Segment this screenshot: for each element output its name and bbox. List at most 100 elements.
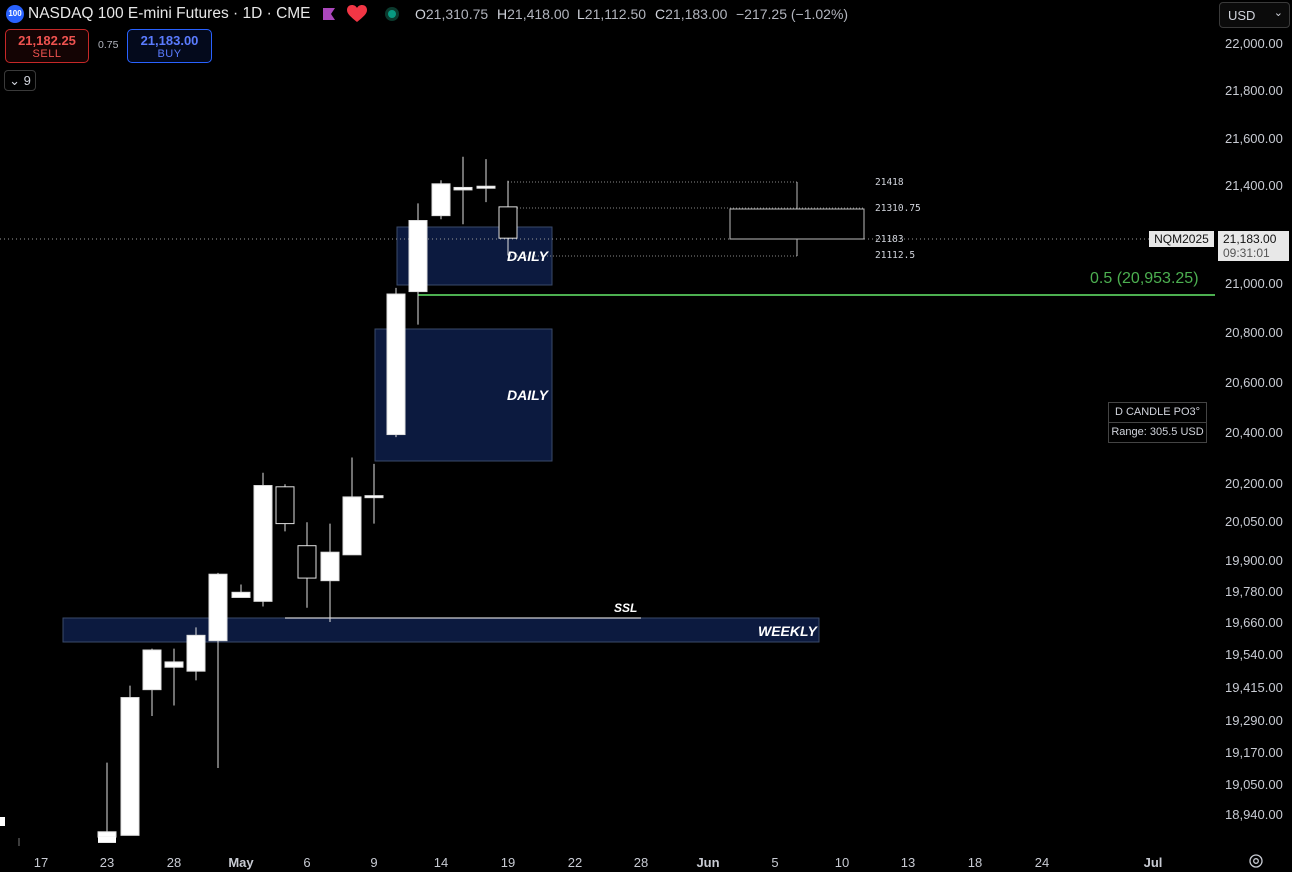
daily-zone-label: DAILY — [507, 248, 548, 264]
indicators-toggle-button[interactable]: ⌄ 9 — [4, 70, 36, 91]
time-axis-label: 5 — [771, 855, 779, 870]
price-axis-label: 19,780.00 — [1225, 584, 1283, 599]
projected-candle-body[interactable] — [729, 208, 865, 240]
last-price: 21,183.00 — [1223, 232, 1277, 246]
time-axis-label: Jun — [696, 855, 720, 870]
price-axis-label: 19,170.00 — [1225, 745, 1283, 760]
level-label-open: 21310.75 — [875, 203, 921, 214]
sell-button[interactable]: 21,182.25 SELL — [5, 29, 89, 63]
ssl-label: SSL — [614, 601, 638, 615]
candle-bullish[interactable] — [231, 591, 251, 598]
time-axis-label: 14 — [433, 855, 449, 870]
indicator-count: 9 — [23, 73, 31, 88]
symbol-price-tag: NQM2025 — [1149, 231, 1214, 247]
left-edge-marker — [0, 817, 5, 826]
time-axis-label: 22 — [567, 855, 583, 870]
price-axis-label: 20,400.00 — [1225, 425, 1283, 440]
price-axis-label: 21,000.00 — [1225, 276, 1283, 291]
bar-countdown: 09:31:01 — [1223, 246, 1270, 260]
price-axis-label: 20,800.00 — [1225, 325, 1283, 340]
candle-bullish[interactable] — [142, 649, 162, 691]
time-axis-label: 23 — [99, 855, 115, 870]
last-price-tag: 21,183.00 09:31:01 — [1218, 231, 1289, 261]
time-axis-label: 9 — [370, 855, 378, 870]
price-axis-label: 19,540.00 — [1225, 647, 1283, 662]
buy-price: 21,183.00 — [140, 33, 199, 48]
ohlc-change: −217.25 (−1.02%) — [736, 6, 849, 22]
candle-bullish[interactable] — [164, 661, 184, 668]
weekly-zone-label: WEEKLY — [758, 623, 817, 639]
price-axis-label: 20,600.00 — [1225, 375, 1283, 390]
spread-value: 0.75 — [98, 39, 119, 51]
chevron-down-icon: ⌄ — [9, 73, 21, 88]
candle-bullish[interactable] — [320, 551, 340, 582]
candle-bullish[interactable] — [186, 634, 206, 672]
candle-bullish[interactable] — [431, 183, 451, 217]
fib-level-label[interactable]: 0.5 (20,953.25) — [1090, 270, 1199, 287]
price-axis-label: 22,000.00 — [1225, 36, 1283, 51]
price-axis-label: 21,600.00 — [1225, 131, 1283, 146]
price-axis-label: 19,415.00 — [1225, 680, 1283, 695]
range-title-box[interactable]: D CANDLE PO3° — [1108, 402, 1207, 423]
time-axis-label: 28 — [166, 855, 182, 870]
buy-button[interactable]: 21,183.00 BUY — [127, 29, 212, 63]
time-axis-label: Jul — [1143, 855, 1163, 870]
time-axis-label: 13 — [900, 855, 916, 870]
price-axis-label: 19,660.00 — [1225, 615, 1283, 630]
candle-bearish[interactable] — [297, 545, 317, 579]
candle-bullish[interactable] — [98, 836, 116, 843]
range-value-box[interactable]: Range: 305.5 USD — [1108, 422, 1207, 443]
chart-header: 100 NASDAQ 100 E-mini Futures · 1D · CME… — [0, 0, 1210, 26]
level-label-close: 21183 — [875, 234, 904, 245]
currency-select[interactable]: USD ⌄ — [1219, 2, 1290, 28]
symbol-title[interactable]: NASDAQ 100 E-mini Futures · 1D · CME — [28, 5, 311, 22]
flag-icon[interactable] — [322, 7, 336, 21]
price-axis-label: 21,400.00 — [1225, 178, 1283, 193]
candle-bullish[interactable] — [208, 573, 228, 642]
candle-bullish[interactable] — [342, 496, 362, 556]
candle-bullish[interactable] — [97, 831, 117, 838]
chevron-down-icon: ⌄ — [1273, 7, 1283, 19]
time-axis-label: 24 — [1034, 855, 1050, 870]
candle-bearish[interactable] — [498, 206, 518, 239]
time-axis-label: 28 — [633, 855, 649, 870]
weekly-zone[interactable] — [62, 617, 820, 643]
time-axis-label: 17 — [33, 855, 49, 870]
candle-bullish[interactable] — [364, 495, 384, 499]
candle-bearish[interactable] — [275, 486, 295, 525]
level-label-low: 21112.5 — [875, 250, 916, 261]
sell-price: 21,182.25 — [18, 33, 76, 48]
ohlc-open: O21,310.75 — [415, 6, 489, 22]
candle-bullish[interactable] — [476, 185, 496, 189]
candle-bullish[interactable] — [408, 220, 428, 293]
heart-icon[interactable] — [347, 5, 367, 23]
ohlc-high: H21,418.00 — [497, 6, 570, 22]
candle-bullish[interactable] — [120, 697, 140, 836]
symbol-logo-icon[interactable]: 100 — [6, 5, 24, 23]
price-axis-label: 19,050.00 — [1225, 777, 1283, 792]
gear-icon[interactable] — [1248, 853, 1264, 869]
time-axis-label: 10 — [834, 855, 850, 870]
buy-label: BUY — [157, 48, 182, 60]
market-open-icon[interactable] — [384, 6, 400, 22]
daily-zone-label: DAILY — [507, 387, 548, 403]
price-axis-label: 21,800.00 — [1225, 83, 1283, 98]
candle-bullish[interactable] — [253, 485, 273, 602]
price-axis-label: 20,200.00 — [1225, 476, 1283, 491]
level-label-high: 21418 — [875, 177, 904, 188]
price-axis-label: 19,290.00 — [1225, 713, 1283, 728]
currency-value: USD — [1228, 8, 1256, 23]
ohlc-low: L21,112.50 — [577, 6, 647, 22]
price-axis-label: 19,900.00 — [1225, 553, 1283, 568]
price-axis-label: 18,940.00 — [1225, 807, 1283, 822]
candle-bullish[interactable] — [453, 186, 473, 191]
price-axis-label: 20,050.00 — [1225, 514, 1283, 529]
time-axis-label: 19 — [500, 855, 516, 870]
time-axis-label: 6 — [303, 855, 311, 870]
candle-bullish[interactable] — [386, 293, 406, 436]
sell-label: SELL — [32, 48, 62, 60]
time-axis-label: May — [228, 855, 254, 870]
time-axis-label: 18 — [967, 855, 983, 870]
ohlc-close: C21,183.00 — [655, 6, 728, 22]
